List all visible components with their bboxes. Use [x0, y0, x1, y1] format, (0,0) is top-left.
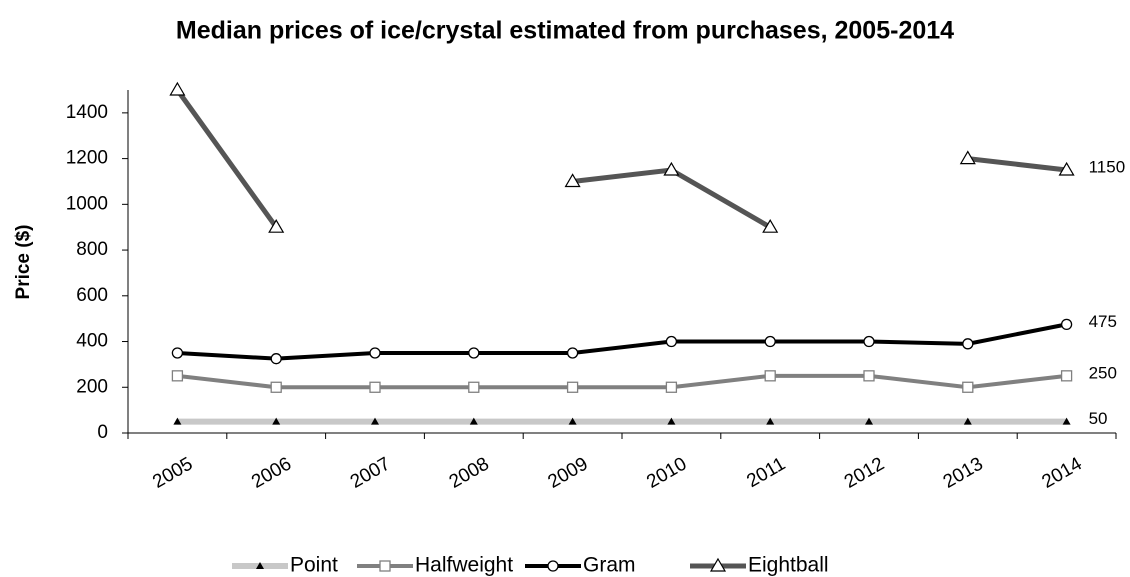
- x-tick-label: 2007: [347, 453, 394, 492]
- marker: [667, 417, 676, 425]
- data-label: 250: [1089, 363, 1117, 382]
- marker: [173, 417, 182, 425]
- marker: [865, 417, 873, 425]
- legend-item: Gram: [525, 554, 636, 577]
- marker: [171, 370, 184, 382]
- marker: [963, 417, 972, 425]
- chart-title: Median prices of ice/crystal estimated f…: [176, 17, 954, 45]
- legend-item: Halfweight: [357, 554, 513, 577]
- marker: [379, 560, 391, 572]
- marker: [663, 161, 680, 176]
- x-tick-label: 2008: [446, 453, 493, 492]
- marker: [766, 417, 775, 425]
- marker: [270, 381, 282, 393]
- legend-label: Eightball: [748, 554, 829, 577]
- marker: [256, 562, 264, 569]
- legend-item: Point: [232, 554, 338, 577]
- marker: [369, 381, 381, 393]
- marker: [547, 560, 559, 572]
- y-axis-label: Price ($): [13, 225, 34, 300]
- x-tick-label: 2013: [940, 453, 987, 492]
- marker: [764, 335, 776, 348]
- data-label: 475: [1089, 312, 1117, 331]
- legend-label: Point: [290, 554, 338, 577]
- marker: [566, 347, 579, 359]
- legend-label: Halfweight: [415, 554, 513, 577]
- x-tick-label: 2010: [643, 453, 690, 492]
- y-tick-label: 0: [97, 422, 108, 443]
- x-tick-label: 2005: [149, 453, 196, 492]
- series-line: [177, 373, 1067, 390]
- marker: [1060, 370, 1073, 382]
- marker: [863, 335, 875, 348]
- y-tick-label: 1200: [66, 148, 108, 169]
- marker: [566, 381, 579, 393]
- y-tick-label: 800: [76, 239, 108, 260]
- marker: [665, 381, 678, 393]
- marker: [369, 347, 381, 359]
- x-tick-label: 2012: [841, 453, 888, 492]
- marker: [959, 150, 976, 165]
- marker: [962, 338, 974, 350]
- legend-label: Gram: [583, 554, 636, 577]
- marker: [171, 347, 184, 359]
- legend-item: Eightball: [690, 554, 829, 577]
- marker: [468, 381, 480, 393]
- marker: [762, 219, 779, 233]
- marker: [469, 417, 478, 425]
- data-label: 50: [1089, 409, 1108, 428]
- marker: [962, 381, 974, 393]
- marker: [863, 370, 875, 382]
- marker: [468, 347, 480, 359]
- series-line: [175, 88, 1067, 230]
- data-label: 1150: [1089, 158, 1126, 177]
- y-tick-label: 200: [76, 376, 108, 397]
- marker: [564, 173, 581, 188]
- x-tick-label: 2014: [1038, 453, 1085, 493]
- marker: [1062, 417, 1071, 425]
- x-tick-label: 2006: [248, 453, 295, 492]
- y-tick-label: 1400: [66, 102, 108, 123]
- marker: [764, 370, 776, 382]
- marker: [1060, 318, 1073, 331]
- series-line: [177, 322, 1067, 361]
- marker: [709, 557, 727, 572]
- marker: [371, 417, 379, 425]
- x-tick-label: 2011: [743, 453, 789, 492]
- y-tick-label: 400: [76, 331, 108, 352]
- marker: [665, 335, 678, 348]
- marker: [272, 417, 281, 425]
- marker: [270, 353, 282, 365]
- marker: [169, 81, 186, 96]
- x-tick-label: 2009: [544, 453, 591, 492]
- y-tick-label: 1000: [66, 193, 108, 214]
- y-tick-label: 600: [76, 285, 108, 306]
- marker: [568, 417, 577, 425]
- marker: [1058, 161, 1075, 176]
- marker: [268, 219, 285, 233]
